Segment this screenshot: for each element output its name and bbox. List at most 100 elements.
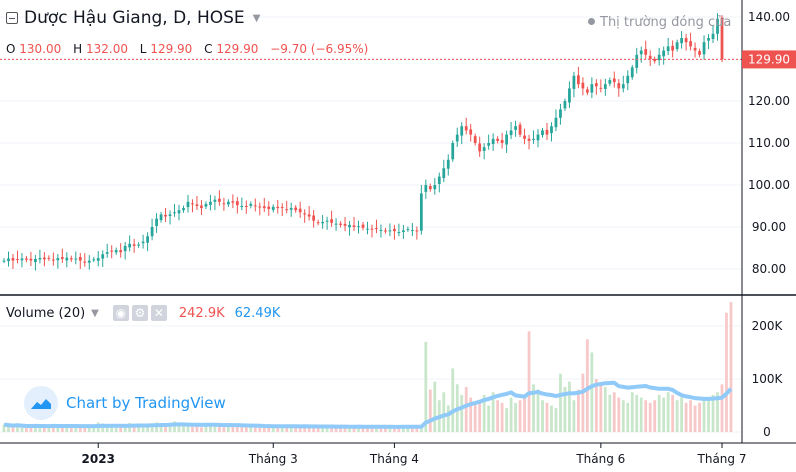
- volume-bar: [375, 426, 378, 432]
- candle-body: [280, 207, 284, 209]
- candle-body: [352, 225, 356, 227]
- candle-body: [675, 42, 679, 50]
- candle-body: [653, 59, 657, 62]
- candle-body: [195, 204, 199, 206]
- candle-body: [384, 230, 387, 232]
- candle-body: [644, 49, 648, 55]
- candle-body: [635, 54, 639, 68]
- volume-bar: [334, 426, 338, 432]
- volume-bar: [500, 402, 504, 432]
- candle-body: [168, 214, 172, 216]
- candle-body: [410, 229, 414, 231]
- volume-bar: [226, 424, 230, 432]
- candle-body: [87, 260, 91, 263]
- candle-body: [357, 226, 360, 228]
- candle-body: [541, 130, 544, 136]
- volume-bar: [119, 427, 123, 432]
- candle-body: [316, 222, 320, 224]
- volume-bar: [689, 400, 692, 432]
- volume-bar: [680, 397, 683, 432]
- chevron-down-icon[interactable]: ▼: [252, 12, 261, 24]
- volume-bar: [244, 425, 248, 432]
- candle-body: [532, 138, 535, 140]
- open-label: O: [6, 42, 16, 56]
- candle-body: [289, 208, 293, 210]
- volume-bar: [716, 392, 719, 432]
- candle-body: [96, 258, 100, 261]
- volume-bar: [11, 426, 15, 432]
- candle-body: [689, 41, 692, 47]
- candle-body: [500, 139, 504, 143]
- candle-body: [2, 260, 6, 262]
- candle-body: [20, 258, 24, 261]
- volume-bar: [357, 425, 360, 432]
- candle-body: [446, 159, 450, 169]
- volume-bar: [626, 402, 630, 432]
- volume-bar: [213, 426, 217, 432]
- chevron-down-icon[interactable]: ▼: [91, 307, 99, 319]
- volume-bar: [518, 400, 522, 432]
- volume-bar: [222, 427, 226, 432]
- candle-body: [186, 201, 190, 208]
- volume-bar: [482, 394, 486, 432]
- volume-bar: [523, 394, 526, 432]
- candle-body: [518, 124, 522, 135]
- volume-bar: [280, 426, 284, 432]
- volume-bars: [2, 302, 733, 432]
- volume-bar: [276, 426, 280, 432]
- volume-bar: [568, 381, 571, 432]
- volume-label[interactable]: Volume (20): [6, 305, 86, 321]
- volume-bar: [60, 426, 64, 432]
- candle-body: [563, 101, 567, 109]
- candle-body: [137, 244, 141, 246]
- gear-icon[interactable]: ⚙: [131, 305, 148, 321]
- candle-body: [16, 259, 19, 261]
- volume-value: 242.9K: [178, 305, 225, 321]
- low-label: L: [139, 42, 147, 56]
- candle-body: [92, 259, 96, 261]
- volume-bar: [56, 426, 60, 432]
- candle-body: [393, 228, 396, 232]
- volume-bar: [460, 394, 464, 432]
- time-tick-label: Tháng 6: [575, 452, 625, 466]
- volume-bar: [267, 427, 271, 432]
- volume-bar: [343, 426, 347, 432]
- collapse-icon[interactable]: [6, 12, 18, 24]
- volume-bar: [684, 402, 688, 432]
- watermark-text: Chart by TradingView: [66, 394, 226, 412]
- volume-bar: [146, 425, 149, 432]
- volume-tick-label: 200K: [752, 319, 784, 333]
- candle-body: [244, 206, 248, 207]
- candle-body: [303, 213, 307, 215]
- volume-bar: [608, 394, 612, 432]
- volume-bar: [630, 392, 634, 432]
- volume-bar: [16, 424, 19, 432]
- volume-bar: [271, 425, 275, 432]
- candle-body: [330, 219, 333, 223]
- candle-body: [428, 186, 432, 190]
- close-icon[interactable]: ✕: [150, 305, 167, 321]
- volume-bar: [235, 426, 239, 432]
- candle-body: [56, 258, 60, 261]
- price-tick-label: 110.00: [748, 136, 790, 150]
- candle-body: [671, 45, 675, 51]
- volume-bar: [532, 384, 535, 432]
- volume-bar: [285, 427, 289, 432]
- volume-bar: [729, 302, 733, 432]
- symbol-title[interactable]: Dược Hậu Giang, D, HOSE: [24, 8, 245, 28]
- volume-bar: [487, 405, 491, 432]
- volume-bar: [536, 389, 540, 432]
- volume-bar: [137, 425, 141, 432]
- visibility-icon[interactable]: ◉: [112, 305, 129, 321]
- volume-bar: [182, 425, 185, 432]
- candle-body: [527, 138, 531, 141]
- volume-bar: [83, 427, 87, 432]
- volume-bar: [209, 425, 212, 432]
- candle-body: [568, 88, 571, 103]
- candle-body: [231, 201, 235, 203]
- volume-bar: [258, 425, 262, 432]
- candle-body: [572, 75, 576, 89]
- candle-body: [464, 126, 468, 131]
- candle-body: [693, 47, 697, 51]
- tradingview-watermark[interactable]: Chart by TradingView: [24, 386, 226, 420]
